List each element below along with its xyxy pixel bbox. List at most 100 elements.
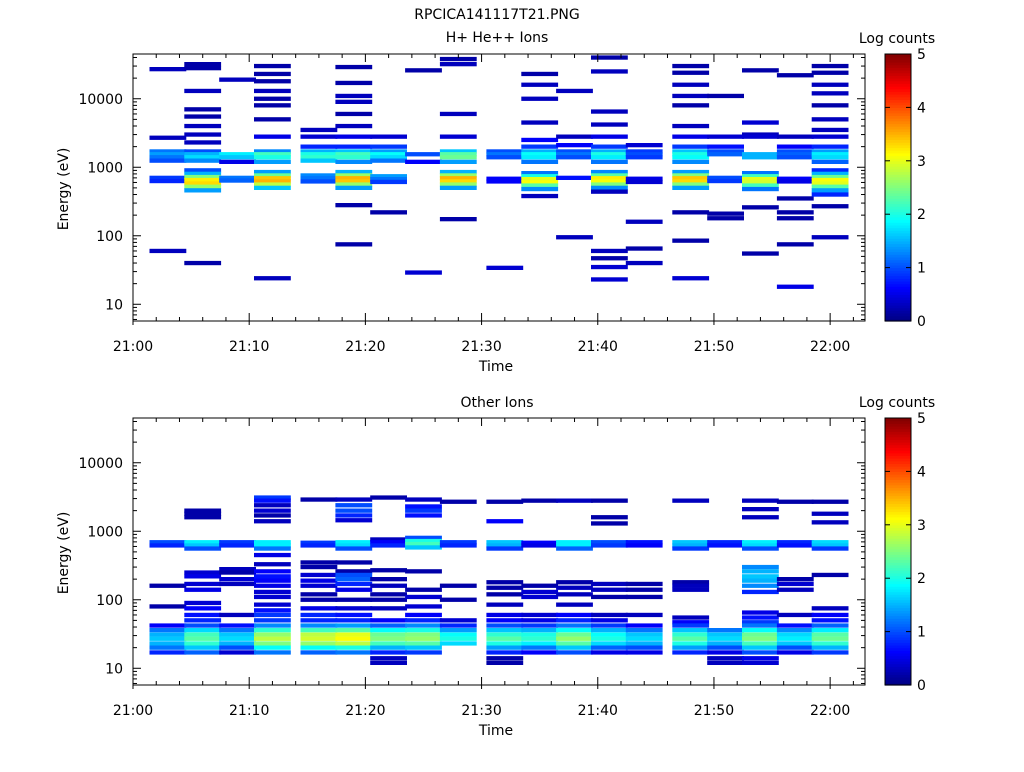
colorbar-segment: [885, 99, 911, 103]
heatmap-cell: [707, 149, 744, 154]
heatmap-cell: [486, 519, 524, 524]
colorbar-segment: [885, 652, 911, 657]
colorbar-segment: [885, 190, 911, 194]
heatmap-cell: [811, 511, 849, 516]
heatmap-cell: [335, 497, 373, 502]
colorbar-segment: [885, 192, 911, 197]
heatmap-cell: [776, 540, 814, 545]
heatmap-cell: [521, 180, 559, 185]
heatmap-cell: [521, 628, 559, 633]
heatmap-cell: [625, 645, 663, 650]
colorbar-segment: [885, 428, 911, 432]
heatmap-cell: [254, 103, 291, 108]
heatmap-cell: [370, 628, 407, 633]
heatmap-cell: [184, 508, 222, 513]
heatmap-cell: [776, 612, 814, 618]
heatmap-cell: [335, 503, 373, 508]
heatmap-cell: [439, 632, 477, 637]
colorbar-segment: [885, 679, 911, 683]
heatmap-cell: [254, 513, 291, 518]
colorbar-segment: [885, 636, 911, 641]
heatmap-cell: [672, 546, 710, 551]
heatmap-cell: [556, 592, 593, 597]
heatmap-cell: [219, 641, 256, 646]
heatmap-cell: [335, 645, 373, 650]
heatmap-cell: [149, 632, 187, 637]
heatmap-cell: [672, 543, 710, 548]
heatmap-cell: [439, 182, 477, 187]
colorbar-segment: [885, 182, 911, 186]
colorbar-tick-label: 0: [917, 678, 926, 694]
colorbar-segment: [885, 238, 911, 242]
heatmap-cell: [300, 560, 338, 565]
heatmap-cell: [439, 176, 477, 181]
heatmap-cell: [254, 569, 291, 574]
colorbar-segment: [885, 551, 911, 555]
colorbar-segment: [885, 599, 911, 603]
heatmap-cell: [149, 540, 187, 545]
colorbar-segment: [885, 296, 911, 301]
heatmap-cell: [335, 179, 373, 184]
colorbar-segment: [885, 527, 911, 531]
heatmap-cell: [742, 152, 779, 157]
heatmap-cell: [335, 159, 373, 164]
heatmap-cell: [591, 628, 628, 633]
heatmap-cell: [556, 612, 593, 618]
colorbar-segment: [885, 612, 911, 617]
heatmap-cell: [625, 219, 663, 224]
colorbar-segment: [885, 482, 911, 486]
heatmap-cell: [335, 618, 373, 623]
colorbar-segment: [885, 556, 911, 561]
colorbar-segment: [885, 463, 911, 467]
colorbar: 0 1 2 3 4 5: [884, 411, 926, 694]
heatmap-cell: [370, 636, 407, 641]
colorbar-segment: [885, 136, 911, 141]
heatmap-cell: [521, 594, 559, 600]
heatmap-cell: [776, 149, 814, 154]
heatmap-cell: [335, 543, 373, 548]
heatmap-cell: [184, 570, 222, 575]
heatmap-cell: [707, 656, 744, 661]
heatmap-cell: [405, 270, 442, 275]
heatmap-cell: [521, 618, 559, 623]
heatmap-cell: [486, 540, 524, 545]
colorbar-segment: [885, 508, 911, 513]
x-tick-label: 21:20: [345, 703, 385, 719]
heatmap-cell: [335, 80, 373, 86]
heatmap-cell: [184, 628, 222, 633]
heatmap-cell: [486, 623, 524, 628]
colorbar-segment: [885, 283, 911, 287]
heatmap-cell: [219, 155, 256, 160]
heatmap-cell: [219, 77, 256, 82]
heatmap-cell: [672, 144, 710, 149]
colorbar-segment: [885, 524, 911, 529]
heatmap-cell: [625, 143, 663, 148]
y-tick-label: 10000: [78, 456, 123, 472]
colorbar-segment: [885, 211, 911, 215]
heatmap-cell: [300, 152, 338, 157]
heatmap-cell: [184, 132, 222, 137]
colorbar-segment: [885, 86, 911, 90]
colorbar-label: Log counts: [859, 395, 935, 411]
heatmap-cell: [486, 645, 524, 650]
colorbar-segment: [885, 423, 911, 427]
heatmap-cell: [625, 176, 663, 181]
heatmap-cell: [184, 623, 222, 628]
heatmap-cell: [556, 618, 593, 623]
heatmap-cell: [521, 177, 559, 182]
heatmap-cell: [370, 577, 407, 582]
x-tick-label: 21:10: [229, 339, 269, 355]
heatmap-cell: [742, 623, 779, 628]
heatmap-cell: [254, 276, 291, 281]
heatmap-cell: [300, 623, 338, 628]
heatmap-cell: [591, 176, 628, 181]
panel-other-ions: Other Ions Log counts Time Energy (eV) 2…: [56, 395, 935, 739]
heatmap-cell: [486, 632, 524, 637]
heatmap-cell: [300, 564, 338, 570]
heatmap-cell: [776, 499, 814, 504]
heatmap-cell: [591, 185, 628, 190]
heatmap-cell: [184, 581, 222, 587]
heatmap-cell: [521, 183, 559, 188]
colorbar-segment: [885, 628, 911, 633]
